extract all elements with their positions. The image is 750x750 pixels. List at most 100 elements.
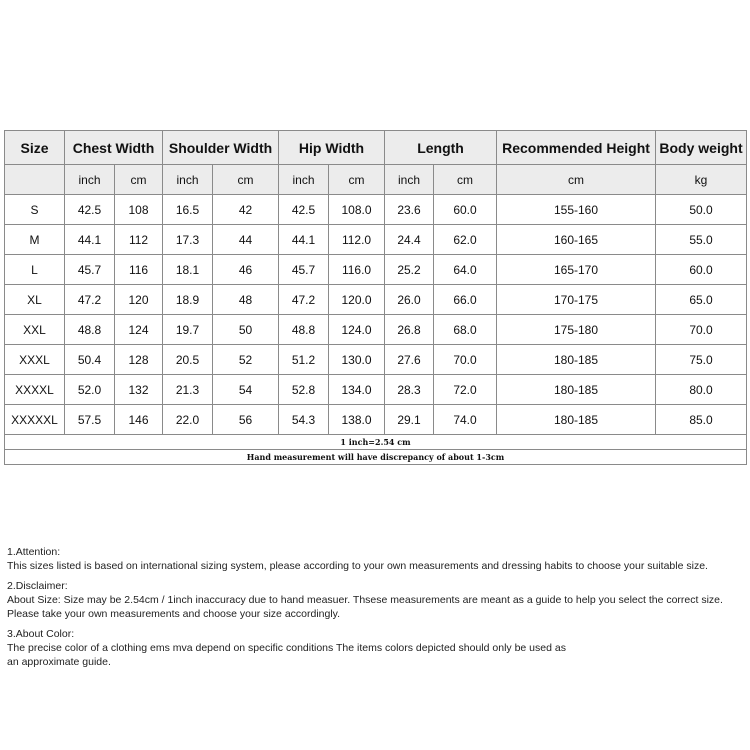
table-cell: 18.9	[162, 284, 214, 315]
table-cell: 66.0	[433, 284, 498, 315]
table-cell: 70.0	[433, 344, 498, 375]
table-cell: 51.2	[278, 344, 330, 375]
table-cell: 132	[113, 374, 164, 405]
table-cell: 65.0	[655, 284, 748, 315]
unit-cell	[4, 164, 65, 195]
table-cell: 72.0	[433, 374, 498, 405]
table-cell: 48.8	[278, 314, 330, 345]
header-hip-width: Hip Width	[278, 130, 386, 165]
table-cell: 52.8	[278, 374, 330, 405]
table-cell: 74.0	[433, 404, 498, 435]
table-row: XXXL 50.4 128 20.5 52 51.2 130.0 27.6 70.0 180-18…	[4, 344, 748, 375]
table-cell: 45.7	[278, 254, 330, 285]
table-cell: 60.0	[433, 194, 498, 225]
unit-cell: cm	[496, 164, 657, 195]
measurement-note-row: Hand measurement will have discrepancy o…	[3, 449, 748, 465]
table-cell: 57.5	[64, 404, 115, 435]
table-cell: 42	[212, 194, 280, 225]
table-cell: 128	[113, 344, 164, 375]
notes-section: 1.Attention: This sizes listed is based o…	[7, 545, 723, 675]
table-cell: 25.2	[384, 254, 435, 285]
note-title: 3.About Color:	[7, 628, 75, 640]
table-cell: 134.0	[328, 374, 386, 405]
table-cell: XXXXXL	[4, 404, 65, 435]
table-cell: 29.1	[384, 404, 435, 435]
table-cell: 50.0	[655, 194, 748, 225]
table-cell: 130.0	[328, 344, 386, 375]
table-cell: 116	[113, 254, 164, 285]
table-cell: 165-170	[496, 254, 657, 285]
table-cell: 47.2	[278, 284, 330, 315]
header-shoulder-width: Shoulder Width	[162, 130, 280, 165]
table-cell: 45.7	[64, 254, 115, 285]
header-body-weight: Body weight	[655, 130, 748, 165]
table-cell: 44	[212, 224, 280, 255]
table-cell: 27.6	[384, 344, 435, 375]
table-cell: 56	[212, 404, 280, 435]
table-cell: 120	[113, 284, 164, 315]
header-length: Length	[384, 130, 498, 165]
table-row: XXL 48.8 124 19.7 50 48.8 124.0 26.8 68.0 175-180…	[4, 314, 748, 345]
table-row: S 42.5 108 16.5 42 42.5 108.0 23.6 60.0 155-160 50…	[4, 194, 748, 225]
table-cell: 146	[113, 404, 164, 435]
table-row: XXXXL 52.0 132 21.3 54 52.8 134.0 28.3 72.0 180-1…	[4, 374, 748, 405]
header-size: Size	[4, 130, 65, 165]
table-cell: 50.4	[64, 344, 115, 375]
table-cell: 23.6	[384, 194, 435, 225]
table-cell: 112	[113, 224, 164, 255]
table-cell: 26.8	[384, 314, 435, 345]
table-cell: 64.0	[433, 254, 498, 285]
note-item: 2.Disclaimer: About Size: Size may be 2.5…	[7, 579, 723, 621]
table-cell: 16.5	[162, 194, 214, 225]
table-cell: 44.1	[64, 224, 115, 255]
table-cell: M	[4, 224, 65, 255]
table-cell: 120.0	[328, 284, 386, 315]
table-cell: 20.5	[162, 344, 214, 375]
table-cell: 85.0	[655, 404, 748, 435]
unit-cell: inch	[64, 164, 115, 195]
table-cell: 180-185	[496, 374, 657, 405]
table-row: L 45.7 116 18.1 46 45.7 116.0 25.2 64.0 165-170 60…	[4, 254, 748, 285]
size-chart-table: Size Chest Width Shoulder Width Hip Widt…	[3, 130, 748, 465]
table-cell: 60.0	[655, 254, 748, 285]
table-cell: 52	[212, 344, 280, 375]
header-recommended-height: Recommended Height	[496, 130, 657, 165]
table-cell: 138.0	[328, 404, 386, 435]
table-cell: L	[4, 254, 65, 285]
table-cell: 170-175	[496, 284, 657, 315]
note-item: 3.About Color: The precise color of a clo…	[7, 627, 723, 669]
note-line: The precise color of a clothing ems mva …	[7, 642, 566, 654]
note-line: About Size: Size may be 2.54cm / 1inch i…	[7, 594, 723, 606]
table-cell: 26.0	[384, 284, 435, 315]
note-title: 1.Attention:	[7, 546, 61, 558]
unit-cell: kg	[655, 164, 748, 195]
note-line: This sizes listed is based on internatio…	[7, 560, 708, 572]
table-cell: 54.3	[278, 404, 330, 435]
unit-cell: inch	[162, 164, 214, 195]
table-cell: 19.7	[162, 314, 214, 345]
table-cell: 48	[212, 284, 280, 315]
table-cell: 70.0	[655, 314, 748, 345]
table-cell: 155-160	[496, 194, 657, 225]
table-cell: S	[4, 194, 65, 225]
unit-cell: cm	[433, 164, 498, 195]
table-cell: 17.3	[162, 224, 214, 255]
table-cell: 124.0	[328, 314, 386, 345]
table-row: XL 47.2 120 18.9 48 47.2 120.0 26.0 66.0 170-175 6…	[4, 284, 748, 315]
table-cell: 116.0	[328, 254, 386, 285]
unit-cell: inch	[384, 164, 435, 195]
unit-cell: cm	[113, 164, 164, 195]
table-cell: 180-185	[496, 404, 657, 435]
note-line: an approximate guide.	[7, 656, 111, 668]
table-cell: 62.0	[433, 224, 498, 255]
table-cell: 42.5	[278, 194, 330, 225]
table-cell: 160-165	[496, 224, 657, 255]
table-cell: 24.4	[384, 224, 435, 255]
table-cell: 108.0	[328, 194, 386, 225]
table-cell: 47.2	[64, 284, 115, 315]
table-cell: 52.0	[64, 374, 115, 405]
table-cell: 28.3	[384, 374, 435, 405]
unit-cell: cm	[212, 164, 280, 195]
table-row: M 44.1 112 17.3 44 44.1 112.0 24.4 62.0 160-165 55…	[4, 224, 748, 255]
measurement-note: Hand measurement will have discrepancy o…	[3, 449, 748, 465]
